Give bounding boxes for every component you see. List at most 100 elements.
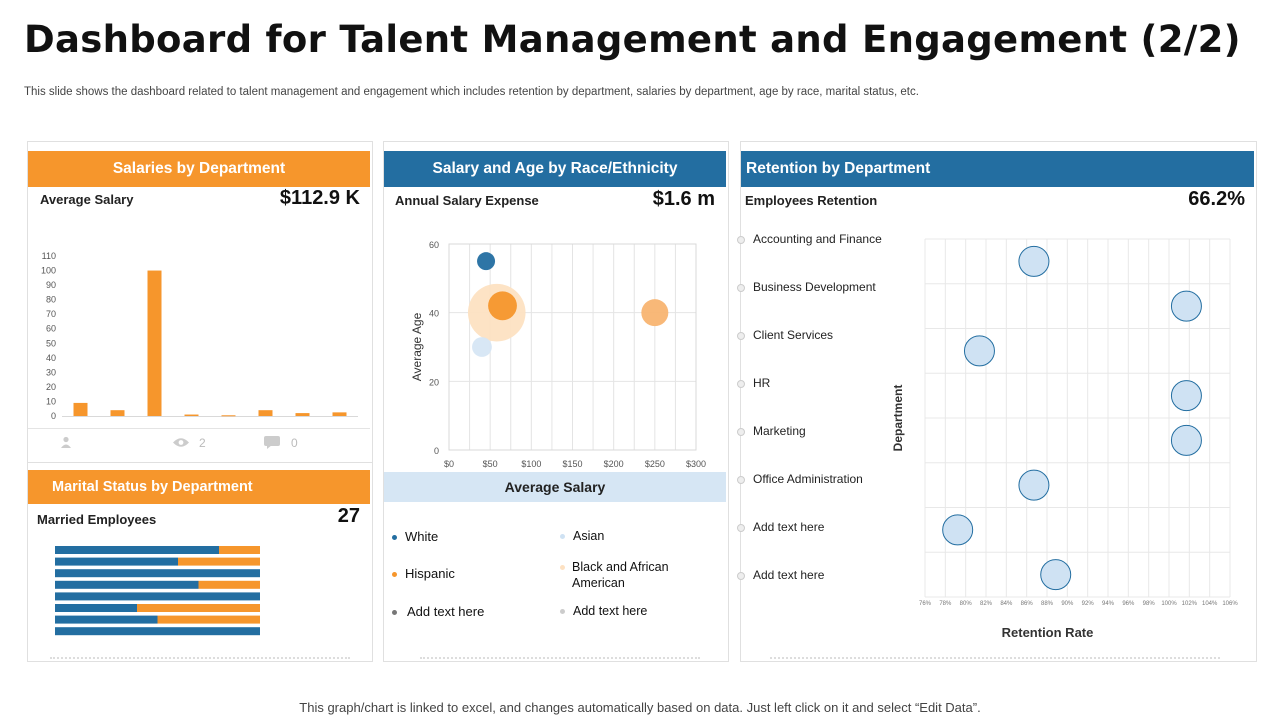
x-tick-label: $250 [645,459,665,469]
retention-bubble-chart[interactable]: 76% 78% 80% 82% 84% 86% 88% 90% 92% 94% 96% 98% 100%… [885,232,1245,642]
x-tick-label: 92% [1082,601,1095,607]
department-name: Office Administration [753,472,863,486]
marital-bar-segment [198,580,260,589]
marital-bar-segment [55,580,199,589]
y-tick-label: 0 [51,411,56,421]
x-tick-label: 104% [1202,601,1218,607]
y-tick-label: 70 [46,309,56,319]
salary-expense-label: Annual Salary Expense [395,193,539,208]
salary-bar [110,410,125,416]
department-name: HR [753,376,771,390]
race-panel [383,141,729,662]
marital-bar-segment [157,615,260,624]
legend-label: Black and African American [572,560,669,590]
retention-bubble [1170,424,1202,456]
salary-bar [73,402,88,416]
x-tick-label: 82% [980,601,993,607]
page-title: Dashboard for Talent Management and Enga… [24,18,1241,61]
legend-dot-asian [560,534,565,540]
x-tick-label: 106% [1222,601,1238,607]
comments-count: 0 [291,436,298,450]
race-bubble-chart[interactable]: $0 $50 $100 $150 $200 $250 $300 0 20 40 60 Average … [384,230,726,472]
legend-label: Asian [573,529,605,543]
footer-note: This graph/chart is linked to excel, and… [299,700,981,715]
salaries-header: Salaries by Department [28,151,370,187]
legend-asian: Asian [560,529,604,543]
y-tick-label: 30 [46,367,56,377]
legend-add-text-2: Add text here [560,604,647,618]
salary-bar [221,415,236,417]
user-icon [60,436,72,451]
marital-bar-segment [55,627,260,636]
legend-label: White [405,529,439,544]
y-tick-label: 90 [46,280,56,290]
x-tick-label: 96% [1122,601,1135,607]
marital-header: Marital Status by Department [28,470,370,504]
y-tick-label: 20 [46,382,56,392]
married-employees-label: Married Employees [37,512,157,527]
y-axis-title: Average Age [410,312,424,381]
x-tick-label: 90% [1061,601,1074,607]
department-name: Add text here [753,520,825,534]
salary-bar [295,413,310,416]
race-bubble [641,299,669,327]
department-marker [737,427,745,436]
salaries-bar-chart[interactable]: 0 10 20 30 40 50 60 70 80 90 100 110 [28,245,370,425]
retention-bubble [1018,469,1050,501]
race-bubble [472,337,492,357]
x-tick-label: $200 [604,459,624,469]
marital-bar-segment [55,604,137,612]
marital-bar-segment [55,546,219,554]
marital-bar-segment [55,592,260,601]
y-tick-label: 40 [429,309,439,319]
salary-bar [332,412,347,416]
salary-bar [184,414,199,416]
marital-bar-segment [55,569,260,578]
eye-icon [173,437,189,451]
legend-dot-add1 [392,610,397,616]
department-marker [737,331,745,340]
department-name: Accounting and Finance [753,232,882,246]
x-tick-label: 78% [939,601,952,607]
x-tick-label: 98% [1143,601,1156,607]
employees-retention-value: 66.2% [1188,188,1245,210]
plot-frame [448,243,697,451]
retention-bubble [1040,559,1072,591]
marital-footer-dots [50,657,350,659]
y-tick-label: 110 [42,251,56,261]
y-tick-label: 50 [46,338,56,348]
x-axis-title: Retention Rate [1002,625,1094,640]
legend-hispanic: Hispanic [392,566,455,581]
retention-panel [740,141,1257,662]
legend-dot-black [560,565,565,570]
average-salary-value: $112.9 K [279,187,360,209]
x-tick-label: 86% [1021,601,1034,607]
legend-white: White [392,529,438,544]
x-tick-label: $0 [444,459,454,469]
married-employees-value: 27 [337,505,360,527]
legend-label: Hispanic [405,566,455,581]
legend-black-african-american: Black and African American [560,559,680,591]
x-tick-label: 84% [1000,601,1013,607]
x-tick-label: 100% [1161,601,1177,607]
x-tick-label: 94% [1102,601,1115,607]
salary-bar [147,270,162,416]
legend-dot-add2 [560,609,565,615]
y-tick-label: 60 [429,240,439,250]
retention-header: Retention by Department [741,151,1254,187]
department-label: Client Services [737,328,833,342]
department-name: Business Development [753,280,876,294]
x-tick-label: $150 [562,459,582,469]
department-marker [737,379,745,388]
legend-dot-hispanic [392,572,397,578]
marital-bar-segment [219,546,260,554]
marital-bar-segment [178,557,260,566]
department-name: Add text here [753,568,825,582]
department-label: Accounting and Finance [737,232,882,246]
race-footer-dots [420,657,700,659]
marital-stacked-bar-chart[interactable] [55,543,261,638]
legend-add-text-1: Add text here [392,604,484,619]
department-marker [737,523,745,532]
department-label: Marketing [737,424,806,438]
comment-icon [264,436,280,452]
